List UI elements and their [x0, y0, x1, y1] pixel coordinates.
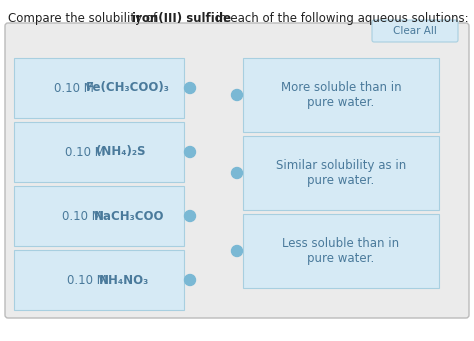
FancyBboxPatch shape — [243, 58, 439, 132]
Text: Fe(CH₃COO)₃: Fe(CH₃COO)₃ — [86, 81, 170, 94]
Circle shape — [231, 89, 243, 101]
Text: (NH₄)₂S: (NH₄)₂S — [96, 146, 146, 159]
FancyBboxPatch shape — [14, 122, 184, 182]
Text: 0.10 M: 0.10 M — [62, 209, 106, 222]
FancyBboxPatch shape — [243, 214, 439, 288]
Text: Compare the solubility of: Compare the solubility of — [8, 12, 161, 25]
FancyBboxPatch shape — [372, 20, 458, 42]
Text: Similar solubility as in
pure water.: Similar solubility as in pure water. — [276, 159, 406, 187]
FancyBboxPatch shape — [243, 136, 439, 210]
Text: Clear All: Clear All — [393, 26, 437, 36]
Text: iron(III) sulfide: iron(III) sulfide — [131, 12, 231, 25]
Circle shape — [184, 275, 195, 285]
Text: in each of the following aqueous solutions:: in each of the following aqueous solutio… — [212, 12, 469, 25]
Text: 0.10 M: 0.10 M — [64, 146, 109, 159]
Circle shape — [231, 167, 243, 178]
Circle shape — [184, 210, 195, 222]
Circle shape — [184, 83, 195, 93]
Circle shape — [231, 246, 243, 256]
FancyBboxPatch shape — [14, 186, 184, 246]
Text: NaCH₃COO: NaCH₃COO — [93, 209, 164, 222]
Text: More soluble than in
pure water.: More soluble than in pure water. — [281, 81, 401, 109]
Text: 0.10 M: 0.10 M — [67, 273, 111, 286]
FancyBboxPatch shape — [14, 250, 184, 310]
FancyBboxPatch shape — [14, 58, 184, 118]
Text: Less soluble than in
pure water.: Less soluble than in pure water. — [283, 237, 400, 265]
Text: NH₄NO₃: NH₄NO₃ — [99, 273, 149, 286]
FancyBboxPatch shape — [5, 23, 469, 318]
Circle shape — [184, 147, 195, 158]
Text: 0.10 M: 0.10 M — [54, 81, 98, 94]
